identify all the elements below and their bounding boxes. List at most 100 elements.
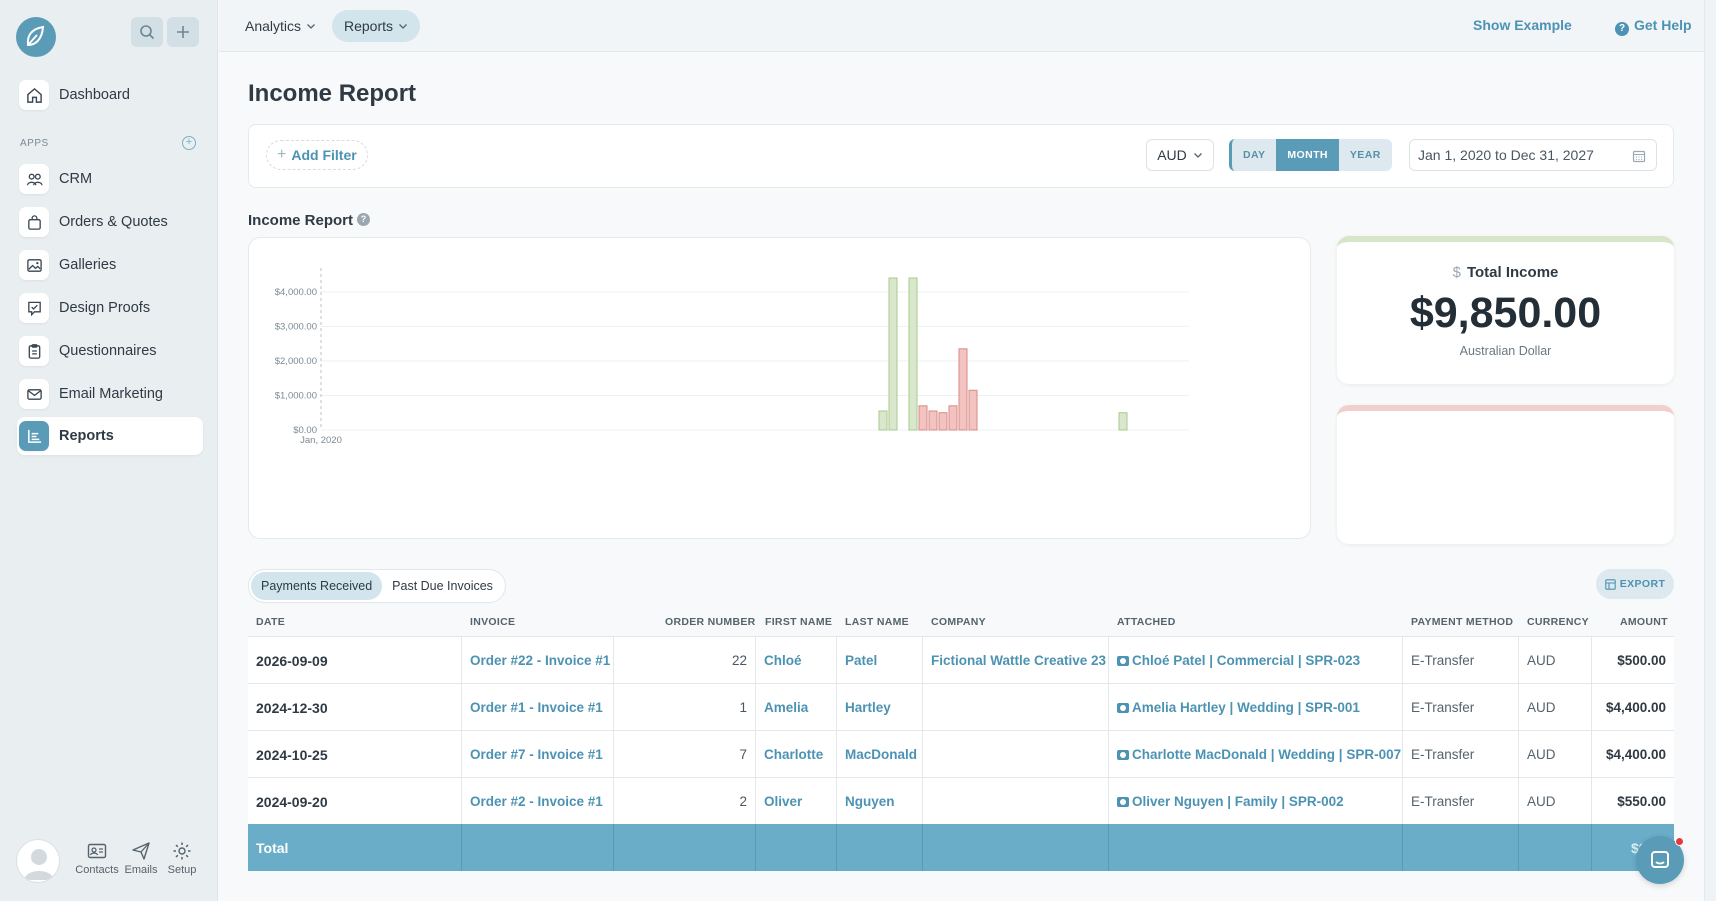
- sidebar-item-galleries[interactable]: Galleries: [17, 246, 203, 284]
- camera-icon: [1117, 796, 1129, 807]
- cell-attached-link[interactable]: Amelia Hartley | Wedding | SPR-001: [1109, 684, 1403, 731]
- col-first-name[interactable]: FIRST NAME: [765, 616, 833, 628]
- y-tick-label: $4,000.00: [275, 287, 317, 298]
- send-icon: [132, 842, 150, 860]
- sidebar-item-design-proofs[interactable]: Design Proofs: [17, 289, 203, 327]
- report-icon: [19, 421, 49, 451]
- user-placeholder-icon: [24, 849, 54, 880]
- cell-payment-method: E-Transfer: [1403, 778, 1519, 825]
- reports-menu[interactable]: Reports: [332, 10, 421, 42]
- currency-select[interactable]: AUD: [1146, 139, 1214, 171]
- quick-add-button[interactable]: [167, 17, 199, 47]
- bar-outstanding: [918, 405, 928, 431]
- col-last-name[interactable]: LAST NAME: [845, 616, 909, 628]
- cell-attached-link[interactable]: Oliver Nguyen | Family | SPR-002: [1109, 778, 1403, 825]
- cell-last-name-link[interactable]: Patel: [837, 637, 923, 684]
- sidebar-item-crm[interactable]: CRM: [17, 160, 203, 198]
- contacts-button[interactable]: Contacts: [72, 841, 122, 876]
- cell-last-name-link[interactable]: Hartley: [837, 684, 923, 731]
- add-app-icon[interactable]: +: [182, 136, 196, 150]
- tab-past-due-invoices[interactable]: Past Due Invoices: [392, 579, 493, 593]
- table-row[interactable]: 2026-09-09 Order #22 - Invoice #1 22 Chl…: [248, 636, 1674, 684]
- cell-currency: AUD: [1519, 778, 1592, 825]
- cell-first-name-link[interactable]: Chloé: [756, 637, 837, 684]
- cell-attached-link[interactable]: Charlotte MacDonald | Wedding | SPR-007: [1109, 731, 1403, 778]
- search-button[interactable]: [131, 17, 163, 47]
- info-icon[interactable]: ?: [357, 213, 371, 226]
- granularity-month[interactable]: MONTH: [1276, 139, 1339, 171]
- add-filter-button[interactable]: + Add Filter: [266, 140, 368, 170]
- show-example-link[interactable]: Show Example: [1473, 17, 1572, 33]
- analytics-menu[interactable]: Analytics: [233, 10, 328, 42]
- sidebar-item-reports[interactable]: Reports: [17, 417, 203, 455]
- setup-label: Setup: [167, 864, 197, 876]
- col-amount[interactable]: AMOUNT: [1620, 616, 1668, 628]
- income-chart: $4,000.00 $3,000.00 $2,000.00 $1,000.00 $0.0…: [248, 237, 1311, 539]
- get-help-link[interactable]: ? Get Help: [1615, 17, 1692, 36]
- col-date[interactable]: DATE: [256, 616, 286, 628]
- col-invoice[interactable]: INVOICE: [470, 616, 516, 628]
- page-title: Income Report: [248, 80, 417, 107]
- cell-invoice-link[interactable]: Order #7 - Invoice #1: [462, 731, 614, 778]
- cell-company-link[interactable]: [923, 778, 1109, 825]
- bar-outstanding: [928, 410, 938, 431]
- table-row[interactable]: 2024-10-25 Order #7 - Invoice #1 7 Charl…: [248, 730, 1674, 778]
- cell-invoice-link[interactable]: Order #22 - Invoice #1: [462, 637, 614, 684]
- bar-income: [888, 277, 898, 431]
- chevron-down-icon: [307, 24, 315, 29]
- export-button[interactable]: EXPORT: [1596, 569, 1674, 599]
- sidebar-item-email-marketing[interactable]: Email Marketing: [17, 375, 203, 413]
- col-payment-method[interactable]: PAYMENT METHOD: [1411, 616, 1514, 628]
- sidebar-item-label: Dashboard: [59, 87, 130, 103]
- bar-outstanding: [948, 405, 958, 431]
- cell-first-name-link[interactable]: Oliver: [756, 778, 837, 825]
- cell-first-name-link[interactable]: Amelia: [756, 684, 837, 731]
- cell-payment-method: E-Transfer: [1403, 731, 1519, 778]
- sidebar-item-label: Questionnaires: [59, 343, 157, 359]
- sidebar-item-dashboard[interactable]: Dashboard: [17, 76, 203, 114]
- get-help-label: Get Help: [1634, 17, 1692, 33]
- cell-company-link[interactable]: [923, 731, 1109, 778]
- granularity-day[interactable]: DAY: [1243, 149, 1266, 161]
- col-attached[interactable]: ATTACHED: [1117, 616, 1176, 628]
- y-tick-label: $3,000.00: [275, 321, 317, 332]
- tab-payments-received[interactable]: Payments Received: [251, 572, 383, 600]
- cell-invoice-link[interactable]: Order #1 - Invoice #1: [462, 684, 614, 731]
- bar-income: [878, 410, 888, 431]
- add-filter-label: Add Filter: [291, 147, 357, 163]
- setup-button[interactable]: Setup: [157, 841, 207, 876]
- date-range-input[interactable]: Jan 1, 2020 to Dec 31, 2027: [1409, 139, 1657, 171]
- sidebar-item-questionnaires[interactable]: Questionnaires: [17, 332, 203, 370]
- cell-company-link[interactable]: [923, 684, 1109, 731]
- page-scrollbar[interactable]: [1704, 0, 1716, 901]
- cell-last-name-link[interactable]: MacDonald: [837, 731, 923, 778]
- col-company[interactable]: COMPANY: [931, 616, 986, 628]
- col-currency[interactable]: CURRENCY: [1527, 616, 1589, 628]
- cell-last-name-link[interactable]: Nguyen: [837, 778, 923, 825]
- total-empty-cell: [1109, 824, 1403, 871]
- top-bar: Analytics Reports Show Example ? Get Help: [219, 0, 1716, 52]
- cell-attached-link[interactable]: Chloé Patel | Commercial | SPR-023: [1109, 637, 1403, 684]
- users-icon: [19, 164, 49, 194]
- table-row[interactable]: 2024-09-20 Order #2 - Invoice #1 2 Olive…: [248, 777, 1674, 825]
- cell-company-link[interactable]: Fictional Wattle Creative 23: [923, 637, 1109, 684]
- col-order-number[interactable]: ORDER NUMBER: [665, 616, 756, 628]
- emails-button[interactable]: Emails: [116, 841, 166, 876]
- sidebar-item-label: Email Marketing: [59, 386, 163, 402]
- cell-invoice-link[interactable]: Order #2 - Invoice #1: [462, 778, 614, 825]
- y-tick-label: $1,000.00: [275, 390, 317, 401]
- table-total-row: Total $9,85: [248, 824, 1674, 871]
- sidebar-item-label: Design Proofs: [59, 300, 151, 316]
- export-label: EXPORT: [1619, 578, 1666, 590]
- gear-icon: [173, 842, 191, 860]
- user-avatar[interactable]: [16, 839, 60, 883]
- cell-first-name-link[interactable]: Charlotte: [756, 731, 837, 778]
- cell-currency: AUD: [1519, 637, 1592, 684]
- table-export-icon: [1604, 578, 1616, 590]
- cell-amount: $500.00: [1617, 653, 1666, 668]
- sidebar-item-orders-quotes[interactable]: Orders & Quotes: [17, 203, 203, 241]
- app-logo-icon[interactable]: [16, 17, 56, 57]
- granularity-year[interactable]: YEAR: [1349, 149, 1381, 161]
- table-row[interactable]: 2024-12-30 Order #1 - Invoice #1 1 Ameli…: [248, 683, 1674, 731]
- chat-icon: [1651, 851, 1669, 868]
